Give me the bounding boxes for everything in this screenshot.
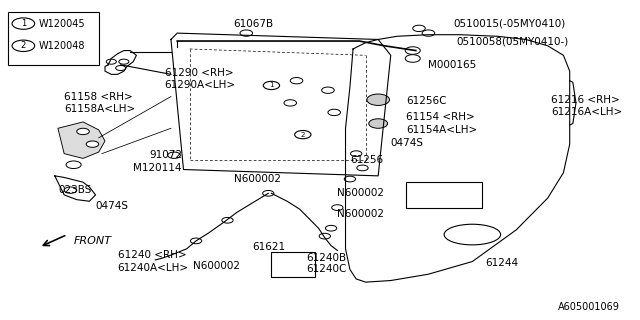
- Circle shape: [319, 233, 330, 239]
- Circle shape: [405, 47, 420, 54]
- Polygon shape: [58, 122, 105, 158]
- Text: 61240C: 61240C: [306, 264, 346, 275]
- Circle shape: [405, 55, 420, 62]
- Text: W120045: W120045: [39, 19, 86, 28]
- Bar: [406, 182, 482, 208]
- Text: 61290 <RH>: 61290 <RH>: [164, 68, 234, 78]
- Text: 61158A<LH>: 61158A<LH>: [64, 104, 136, 114]
- Circle shape: [328, 109, 340, 116]
- Bar: [271, 252, 316, 277]
- Text: 0474S: 0474S: [391, 138, 424, 148]
- Circle shape: [344, 176, 356, 182]
- Circle shape: [240, 30, 253, 36]
- Text: N600002: N600002: [234, 174, 281, 184]
- Text: 61256C: 61256C: [406, 96, 447, 106]
- Text: 61256: 61256: [350, 155, 383, 165]
- Circle shape: [222, 217, 233, 223]
- Circle shape: [116, 66, 125, 70]
- Text: 61216A<LH>: 61216A<LH>: [551, 108, 622, 117]
- Circle shape: [351, 151, 362, 156]
- Text: 61621: 61621: [253, 242, 285, 252]
- Circle shape: [168, 152, 180, 158]
- Circle shape: [191, 238, 202, 244]
- Text: 61240A<LH>: 61240A<LH>: [118, 263, 189, 273]
- Circle shape: [64, 187, 77, 193]
- Circle shape: [367, 94, 390, 105]
- Text: A605001069: A605001069: [558, 302, 620, 312]
- Text: 023BS: 023BS: [58, 185, 92, 195]
- Text: 91072: 91072: [149, 150, 182, 160]
- Text: N600002: N600002: [193, 261, 240, 271]
- Circle shape: [332, 205, 343, 211]
- Circle shape: [119, 59, 129, 64]
- Text: M120114: M120114: [133, 163, 182, 173]
- Circle shape: [325, 225, 337, 231]
- Bar: [8, 12, 99, 65]
- Circle shape: [263, 81, 280, 90]
- Text: 61216 <RH>: 61216 <RH>: [551, 95, 620, 105]
- Text: 61067B: 61067B: [234, 19, 274, 28]
- Circle shape: [369, 119, 388, 128]
- Text: 1: 1: [20, 19, 26, 28]
- Text: 0510015(-05MY0410): 0510015(-05MY0410): [454, 19, 566, 28]
- Ellipse shape: [444, 224, 500, 245]
- Text: 0474S: 0474S: [95, 201, 129, 211]
- Circle shape: [12, 40, 35, 52]
- Text: N600002: N600002: [337, 209, 385, 219]
- Text: 2: 2: [301, 132, 305, 138]
- Text: FRONT: FRONT: [74, 236, 111, 246]
- Circle shape: [12, 18, 35, 29]
- Text: N600002: N600002: [337, 188, 385, 198]
- Circle shape: [413, 25, 425, 32]
- Text: 0510058(05MY0410-): 0510058(05MY0410-): [457, 36, 569, 46]
- Circle shape: [422, 30, 435, 36]
- Text: 61244: 61244: [485, 258, 518, 268]
- Text: 61290A<LH>: 61290A<LH>: [164, 80, 236, 91]
- Text: 61154 <RH>: 61154 <RH>: [406, 112, 475, 122]
- Circle shape: [262, 190, 274, 196]
- Circle shape: [284, 100, 296, 106]
- Text: 61154A<LH>: 61154A<LH>: [406, 125, 477, 135]
- Text: 61158 <RH>: 61158 <RH>: [64, 92, 133, 101]
- Circle shape: [294, 131, 311, 139]
- Text: W120048: W120048: [39, 41, 86, 51]
- Text: 2: 2: [20, 41, 26, 50]
- Circle shape: [357, 165, 368, 171]
- Circle shape: [77, 128, 90, 135]
- Circle shape: [66, 161, 81, 169]
- Text: 61240 <RH>: 61240 <RH>: [118, 250, 186, 260]
- Circle shape: [86, 141, 99, 147]
- Circle shape: [322, 87, 334, 93]
- Circle shape: [291, 77, 303, 84]
- Text: 61240B: 61240B: [306, 253, 346, 263]
- Circle shape: [106, 59, 116, 64]
- Text: M000165: M000165: [428, 60, 477, 70]
- Text: 1: 1: [269, 83, 274, 88]
